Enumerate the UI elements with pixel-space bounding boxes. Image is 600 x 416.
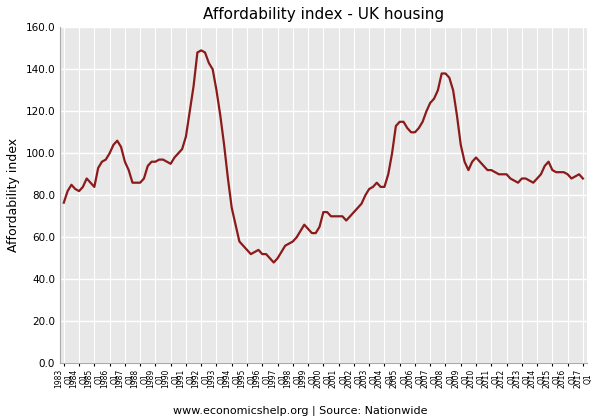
- Title: Affordability index - UK housing: Affordability index - UK housing: [203, 7, 444, 22]
- Text: www.economicshelp.org | Source: Nationwide: www.economicshelp.org | Source: Nationwi…: [173, 406, 427, 416]
- Y-axis label: Affordability index: Affordability index: [7, 138, 20, 253]
